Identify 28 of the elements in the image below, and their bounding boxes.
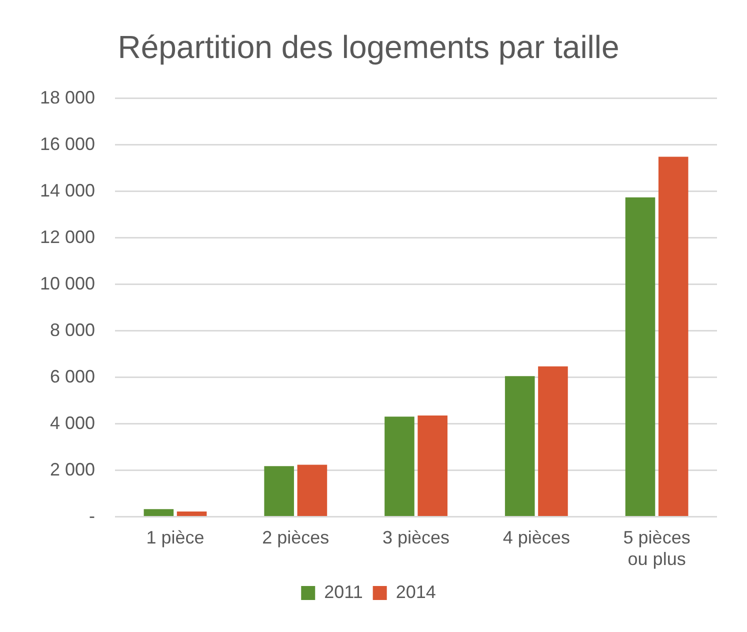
bar (418, 415, 448, 516)
y-tick-label: 16 000 (40, 134, 96, 154)
x-tick-label: 2 pièces (262, 528, 330, 548)
bar (144, 509, 174, 516)
legend-label: 2011 (324, 582, 363, 602)
y-tick-label: 10 000 (40, 273, 96, 294)
x-tick-label: 4 pièces (502, 528, 570, 548)
bar (625, 197, 656, 516)
y-tick-label: 6 000 (50, 366, 96, 386)
y-tick-label: - (89, 506, 96, 526)
x-tick-label: 5 pièces ou plus (623, 528, 690, 570)
y-tick-label: 18 000 (40, 87, 96, 108)
bar (384, 416, 414, 516)
legend-label: 2014 (396, 582, 436, 602)
bar (176, 511, 207, 516)
y-tick-label: 12 000 (40, 226, 96, 247)
bar (264, 466, 294, 516)
x-tick-label: 1 pièce (146, 528, 204, 548)
bar (297, 464, 328, 516)
y-tick-label: 14 000 (40, 180, 96, 200)
bar (658, 156, 688, 516)
bar (538, 366, 568, 516)
y-tick-label: 2 000 (50, 459, 96, 480)
bar (504, 376, 535, 516)
x-tick-label: 3 pièces (382, 528, 450, 548)
chart-title: Répartition des logements par taille (118, 29, 620, 66)
y-tick-label: 4 000 (50, 412, 96, 433)
y-tick-label: 8 000 (50, 320, 96, 340)
